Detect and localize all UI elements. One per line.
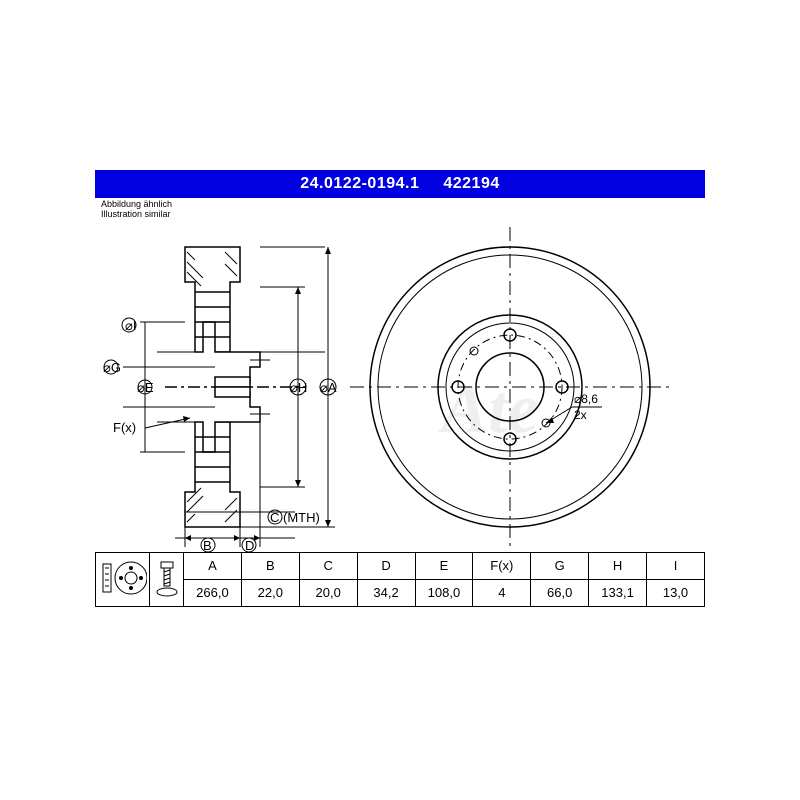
svg-text:⌀8,6: ⌀8,6 xyxy=(574,392,598,406)
subheader-line1: Abbildung ähnlich xyxy=(101,200,699,210)
svg-text:D: D xyxy=(245,538,254,552)
col-H: H xyxy=(589,552,647,579)
col-D: D xyxy=(357,552,415,579)
col-C: C xyxy=(299,552,357,579)
drawing-area: Ate xyxy=(95,222,705,552)
alt-number: 422194 xyxy=(443,175,499,193)
col-E: E xyxy=(415,552,473,579)
header-bar: 24.0122-0194.1 422194 xyxy=(95,170,705,198)
svg-text:F(x): F(x) xyxy=(113,420,136,435)
bolt-icon xyxy=(153,556,181,600)
val-Fx: 4 xyxy=(473,579,531,606)
col-B: B xyxy=(241,552,299,579)
val-G: 66,0 xyxy=(531,579,589,606)
part-number: 24.0122-0194.1 xyxy=(300,175,419,193)
val-E: 108,0 xyxy=(415,579,473,606)
bolt-icon-cell xyxy=(150,552,184,606)
val-I: 13,0 xyxy=(647,579,705,606)
subheader: Abbildung ähnlich Illustration similar xyxy=(95,198,705,222)
table-header-row: A B C D E F(x) G H I xyxy=(96,552,705,579)
val-H: 133,1 xyxy=(589,579,647,606)
rotor-icon-cell xyxy=(96,552,150,606)
svg-text:B: B xyxy=(203,538,212,552)
table-value-row: 266,0 22,0 20,0 34,2 108,0 4 66,0 133,1 … xyxy=(96,579,705,606)
val-B: 22,0 xyxy=(241,579,299,606)
val-A: 266,0 xyxy=(184,579,242,606)
subheader-line2: Illustration similar xyxy=(101,210,699,220)
col-A: A xyxy=(184,552,242,579)
svg-text:2x: 2x xyxy=(574,408,587,422)
col-Fx: F(x) xyxy=(473,552,531,579)
dimension-table: A B C D E F(x) G H I 266,0 22,0 20,0 34,… xyxy=(95,552,705,607)
technical-drawing-frame: 24.0122-0194.1 422194 Abbildung ähnlich … xyxy=(95,170,705,630)
col-I: I xyxy=(647,552,705,579)
side-view: ⌀I ⌀G ⌀E F(x) xyxy=(103,247,337,552)
drawing-svg: Ate xyxy=(95,222,705,552)
col-G: G xyxy=(531,552,589,579)
val-D: 34,2 xyxy=(357,579,415,606)
rotor-icon xyxy=(99,556,147,600)
brand-watermark: Ate xyxy=(437,371,538,448)
val-C: 20,0 xyxy=(299,579,357,606)
